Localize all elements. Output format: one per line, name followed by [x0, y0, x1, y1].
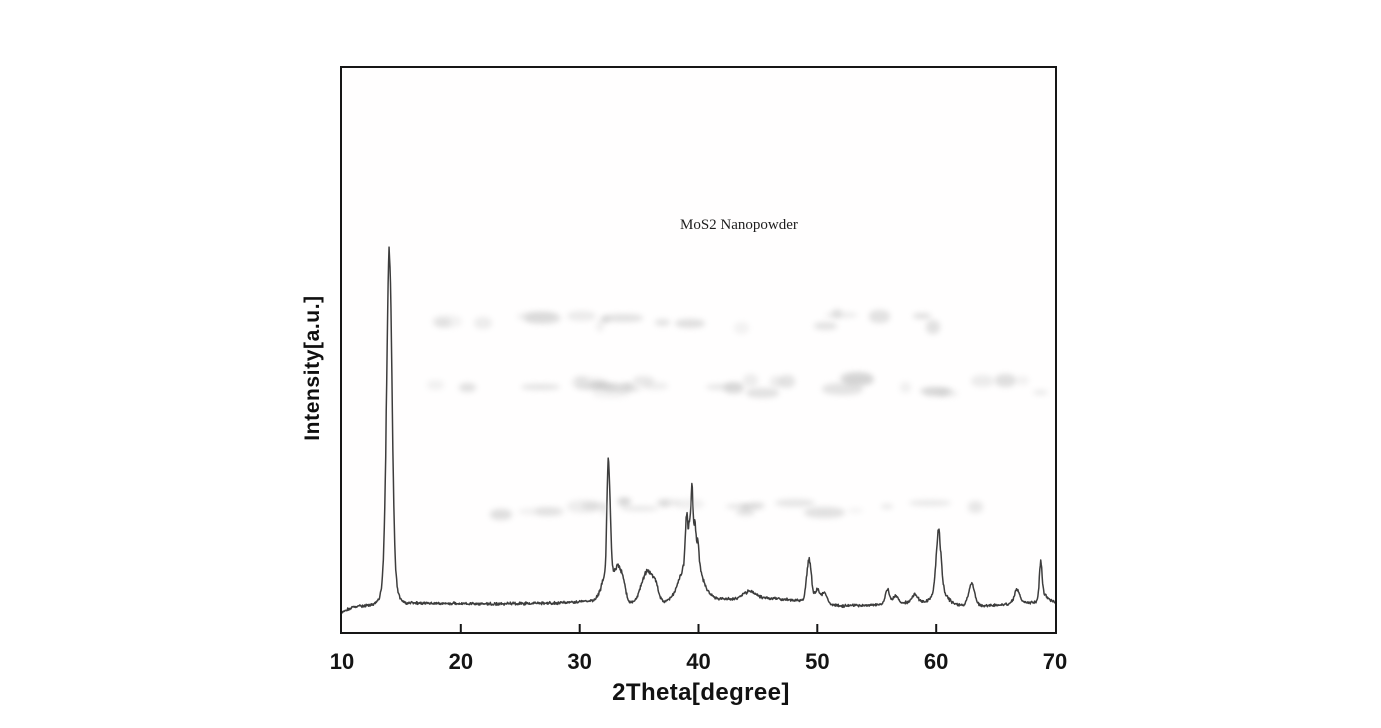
x-tick-label-50: 50 [805, 649, 830, 674]
scan-smudge [566, 310, 597, 322]
scan-smudge [839, 372, 874, 386]
scan-smudge [435, 318, 452, 328]
scan-smudge [474, 316, 492, 329]
scan-smudge [926, 320, 941, 335]
scan-smudge [617, 498, 631, 508]
scan-smudge [920, 386, 952, 395]
scan-smudge [632, 376, 655, 386]
scan-smudge [899, 382, 911, 393]
scan-smudge [821, 382, 863, 395]
x-tick-label-70: 70 [1042, 649, 1068, 674]
scan-smudge [775, 498, 816, 508]
scan-smudge [923, 388, 948, 397]
scan-smudge [912, 312, 932, 319]
scan-smudge [971, 374, 995, 387]
scan-smudge [620, 505, 659, 512]
scan-smudge [741, 504, 752, 511]
scan-smudge [814, 322, 837, 331]
scan-smudge [659, 500, 671, 508]
x-tick-label-40: 40 [686, 649, 711, 674]
scan-smudge [594, 383, 636, 390]
scan-smudge [521, 383, 560, 391]
scan-smudge [534, 507, 564, 517]
scan-smudge [745, 388, 780, 398]
xrd-trace-plot [342, 246, 1055, 632]
scan-smudge [779, 374, 796, 389]
scan-smudge [574, 375, 589, 384]
scan-smudge [566, 499, 600, 513]
x-tick-label-30: 30 [567, 649, 592, 674]
scan-smudge [582, 502, 608, 510]
scan-smudge [869, 310, 890, 323]
scan-smudge [848, 508, 863, 514]
scan-smudge [427, 380, 444, 391]
scan-smudge [490, 508, 513, 521]
scan-smudge [602, 385, 642, 392]
scan-smudge [742, 374, 758, 387]
scan-smudge [705, 383, 742, 390]
scan-smudge [724, 381, 744, 395]
scan-smudge [880, 503, 893, 510]
xrd-intensity-trace [342, 246, 1055, 614]
scan-smudge [825, 311, 858, 319]
scan-smudge [432, 315, 462, 329]
scan-smudge [623, 381, 634, 391]
scan-smudge [968, 501, 984, 514]
scan-smudge [804, 506, 846, 519]
scan-smudge [600, 505, 610, 517]
scan-smudge [1033, 389, 1049, 395]
scan-smudge [937, 390, 958, 398]
scan-smudge [656, 499, 681, 507]
scan-smudge [733, 321, 750, 334]
scan-smudge [518, 507, 561, 516]
sample-annotation: MoS2 Nanopowder [680, 217, 798, 233]
plot-area: MoS2 Nanopowder [340, 66, 1057, 634]
y-axis-label: Intensity[a.u.] [301, 295, 324, 441]
x-tick-label-20: 20 [448, 649, 474, 674]
scan-smudge [595, 320, 605, 333]
x-tick-label-10: 10 [329, 649, 355, 674]
scan-smudge [642, 382, 668, 390]
scan-smudge [994, 374, 1016, 387]
scan-smudge [770, 375, 783, 388]
scan-smudge [570, 377, 608, 390]
scan-smudge [600, 315, 611, 323]
scan-smudge [735, 508, 756, 516]
x-axis-label: 2Theta[degree] [612, 679, 790, 706]
scan-smudge [726, 503, 762, 509]
scan-smudge [517, 312, 556, 322]
scan-smudge [1015, 376, 1029, 386]
scan-smudge [603, 313, 643, 322]
scan-smudge [589, 381, 606, 389]
scan-smudge [832, 308, 842, 319]
scan-smudge [675, 499, 704, 509]
scan-smudge [458, 382, 476, 393]
x-axis-tick-labels: 10 20 30 40 50 60 70 [0, 649, 1381, 679]
scan-smudge [749, 502, 766, 510]
scan-artifacts [342, 68, 1055, 632]
scan-smudge [523, 311, 562, 325]
scan-smudge [908, 500, 951, 507]
x-tick-label-60: 60 [923, 649, 949, 674]
scan-smudge [675, 318, 705, 328]
scan-smudge [591, 387, 631, 399]
scan-smudge [844, 373, 875, 386]
scan-smudge [655, 319, 671, 327]
scan-smudge [618, 497, 632, 504]
scan-smudge [575, 381, 616, 390]
